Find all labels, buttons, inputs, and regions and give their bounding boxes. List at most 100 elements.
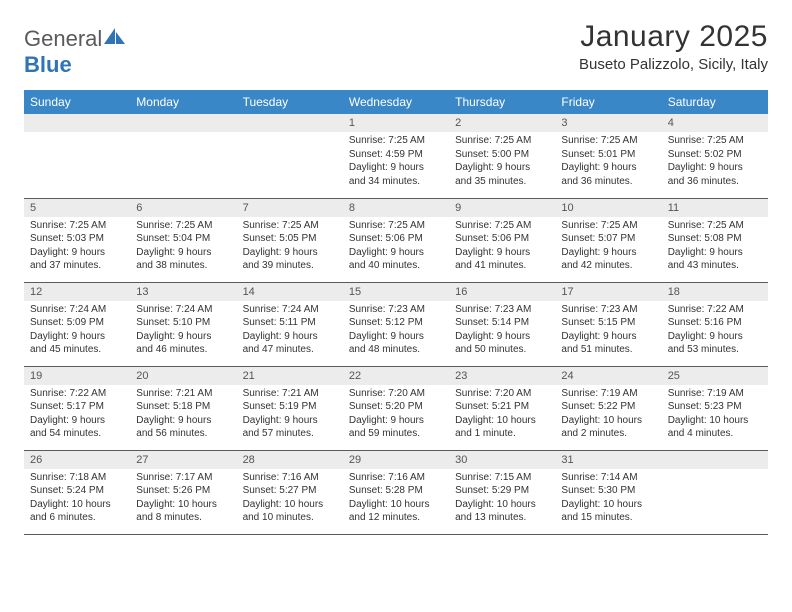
- calendar-day-cell: 2Sunrise: 7:25 AMSunset: 5:00 PMDaylight…: [449, 114, 555, 198]
- location: Buseto Palizzolo, Sicily, Italy: [579, 56, 768, 73]
- day-number: 7: [237, 199, 343, 217]
- day-details: Sunrise: 7:25 AMSunset: 5:03 PMDaylight:…: [24, 217, 130, 277]
- day-number: 25: [662, 367, 768, 385]
- calendar-day-cell: 4Sunrise: 7:25 AMSunset: 5:02 PMDaylight…: [662, 114, 768, 198]
- brand-part2: Blue: [24, 52, 72, 77]
- day-number: 10: [555, 199, 661, 217]
- day-details: Sunrise: 7:25 AMSunset: 5:08 PMDaylight:…: [662, 217, 768, 277]
- weekday-header: Saturday: [662, 90, 768, 114]
- day-details: Sunrise: 7:15 AMSunset: 5:29 PMDaylight:…: [449, 469, 555, 529]
- day-number: 28: [237, 451, 343, 469]
- day-number: 17: [555, 283, 661, 301]
- sunset-line: Sunset: 5:27 PM: [243, 484, 337, 498]
- sunset-line: Sunset: 5:30 PM: [561, 484, 655, 498]
- day-details: Sunrise: 7:24 AMSunset: 5:11 PMDaylight:…: [237, 301, 343, 361]
- sunset-line: Sunset: 5:03 PM: [30, 232, 124, 246]
- daylight-line: Daylight: 10 hours and 6 minutes.: [30, 498, 124, 525]
- day-details: Sunrise: 7:22 AMSunset: 5:16 PMDaylight:…: [662, 301, 768, 361]
- calendar-day-cell: 14Sunrise: 7:24 AMSunset: 5:11 PMDayligh…: [237, 282, 343, 366]
- sunrise-line: Sunrise: 7:25 AM: [349, 134, 443, 148]
- sunset-line: Sunset: 5:02 PM: [668, 148, 762, 162]
- calendar-day-cell: 31Sunrise: 7:14 AMSunset: 5:30 PMDayligh…: [555, 450, 661, 534]
- sunrise-line: Sunrise: 7:19 AM: [561, 387, 655, 401]
- day-number: 6: [130, 199, 236, 217]
- calendar-table: SundayMondayTuesdayWednesdayThursdayFrid…: [24, 90, 768, 535]
- day-details: Sunrise: 7:17 AMSunset: 5:26 PMDaylight:…: [130, 469, 236, 529]
- sunset-line: Sunset: 5:08 PM: [668, 232, 762, 246]
- daylight-line: Daylight: 9 hours and 43 minutes.: [668, 246, 762, 273]
- calendar-week-row: 1Sunrise: 7:25 AMSunset: 4:59 PMDaylight…: [24, 114, 768, 198]
- daylight-line: Daylight: 9 hours and 48 minutes.: [349, 330, 443, 357]
- day-details: Sunrise: 7:18 AMSunset: 5:24 PMDaylight:…: [24, 469, 130, 529]
- weekday-header-row: SundayMondayTuesdayWednesdayThursdayFrid…: [24, 90, 768, 114]
- sunrise-line: Sunrise: 7:21 AM: [243, 387, 337, 401]
- sunrise-line: Sunrise: 7:24 AM: [243, 303, 337, 317]
- calendar-week-row: 12Sunrise: 7:24 AMSunset: 5:09 PMDayligh…: [24, 282, 768, 366]
- sunset-line: Sunset: 5:14 PM: [455, 316, 549, 330]
- daylight-line: Daylight: 9 hours and 35 minutes.: [455, 161, 549, 188]
- sunset-line: Sunset: 5:15 PM: [561, 316, 655, 330]
- calendar-day-cell: 16Sunrise: 7:23 AMSunset: 5:14 PMDayligh…: [449, 282, 555, 366]
- day-details: Sunrise: 7:25 AMSunset: 4:59 PMDaylight:…: [343, 132, 449, 192]
- calendar-day-cell: 6Sunrise: 7:25 AMSunset: 5:04 PMDaylight…: [130, 198, 236, 282]
- day-number-empty: [130, 114, 236, 132]
- daylight-line: Daylight: 9 hours and 59 minutes.: [349, 414, 443, 441]
- calendar-body: 1Sunrise: 7:25 AMSunset: 4:59 PMDaylight…: [24, 114, 768, 534]
- daylight-line: Daylight: 9 hours and 46 minutes.: [136, 330, 230, 357]
- day-details: Sunrise: 7:21 AMSunset: 5:18 PMDaylight:…: [130, 385, 236, 445]
- weekday-header: Wednesday: [343, 90, 449, 114]
- brand-logo: GeneralBlue: [24, 26, 126, 78]
- weekday-header: Thursday: [449, 90, 555, 114]
- daylight-line: Daylight: 9 hours and 51 minutes.: [561, 330, 655, 357]
- calendar-day-cell: [237, 114, 343, 198]
- day-number: 29: [343, 451, 449, 469]
- daylight-line: Daylight: 9 hours and 37 minutes.: [30, 246, 124, 273]
- daylight-line: Daylight: 10 hours and 1 minute.: [455, 414, 549, 441]
- sunrise-line: Sunrise: 7:25 AM: [561, 134, 655, 148]
- sunset-line: Sunset: 5:18 PM: [136, 400, 230, 414]
- daylight-line: Daylight: 9 hours and 47 minutes.: [243, 330, 337, 357]
- sunset-line: Sunset: 5:00 PM: [455, 148, 549, 162]
- calendar-day-cell: 13Sunrise: 7:24 AMSunset: 5:10 PMDayligh…: [130, 282, 236, 366]
- calendar-week-row: 5Sunrise: 7:25 AMSunset: 5:03 PMDaylight…: [24, 198, 768, 282]
- day-number-empty: [237, 114, 343, 132]
- daylight-line: Daylight: 9 hours and 53 minutes.: [668, 330, 762, 357]
- daylight-line: Daylight: 9 hours and 36 minutes.: [561, 161, 655, 188]
- day-number: 3: [555, 114, 661, 132]
- daylight-line: Daylight: 10 hours and 4 minutes.: [668, 414, 762, 441]
- day-number: 24: [555, 367, 661, 385]
- month-title: January 2025: [579, 20, 768, 54]
- sunset-line: Sunset: 5:04 PM: [136, 232, 230, 246]
- sail-icon: [104, 26, 126, 52]
- day-details: Sunrise: 7:22 AMSunset: 5:17 PMDaylight:…: [24, 385, 130, 445]
- day-details: Sunrise: 7:23 AMSunset: 5:15 PMDaylight:…: [555, 301, 661, 361]
- daylight-line: Daylight: 9 hours and 42 minutes.: [561, 246, 655, 273]
- day-number: 16: [449, 283, 555, 301]
- sunset-line: Sunset: 5:09 PM: [30, 316, 124, 330]
- daylight-line: Daylight: 9 hours and 38 minutes.: [136, 246, 230, 273]
- sunset-line: Sunset: 5:21 PM: [455, 400, 549, 414]
- day-number: 4: [662, 114, 768, 132]
- sunrise-line: Sunrise: 7:16 AM: [243, 471, 337, 485]
- daylight-line: Daylight: 9 hours and 40 minutes.: [349, 246, 443, 273]
- calendar-day-cell: 5Sunrise: 7:25 AMSunset: 5:03 PMDaylight…: [24, 198, 130, 282]
- calendar-day-cell: 3Sunrise: 7:25 AMSunset: 5:01 PMDaylight…: [555, 114, 661, 198]
- day-details: Sunrise: 7:25 AMSunset: 5:02 PMDaylight:…: [662, 132, 768, 192]
- daylight-line: Daylight: 10 hours and 15 minutes.: [561, 498, 655, 525]
- sunrise-line: Sunrise: 7:21 AM: [136, 387, 230, 401]
- calendar-day-cell: 30Sunrise: 7:15 AMSunset: 5:29 PMDayligh…: [449, 450, 555, 534]
- sunrise-line: Sunrise: 7:25 AM: [668, 219, 762, 233]
- daylight-line: Daylight: 10 hours and 10 minutes.: [243, 498, 337, 525]
- sunset-line: Sunset: 5:10 PM: [136, 316, 230, 330]
- calendar-day-cell: 19Sunrise: 7:22 AMSunset: 5:17 PMDayligh…: [24, 366, 130, 450]
- calendar-day-cell: 15Sunrise: 7:23 AMSunset: 5:12 PMDayligh…: [343, 282, 449, 366]
- calendar-day-cell: [24, 114, 130, 198]
- day-details: Sunrise: 7:16 AMSunset: 5:27 PMDaylight:…: [237, 469, 343, 529]
- day-details: Sunrise: 7:19 AMSunset: 5:23 PMDaylight:…: [662, 385, 768, 445]
- sunset-line: Sunset: 5:28 PM: [349, 484, 443, 498]
- calendar-day-cell: 28Sunrise: 7:16 AMSunset: 5:27 PMDayligh…: [237, 450, 343, 534]
- sunset-line: Sunset: 5:23 PM: [668, 400, 762, 414]
- calendar-day-cell: 27Sunrise: 7:17 AMSunset: 5:26 PMDayligh…: [130, 450, 236, 534]
- calendar-day-cell: 17Sunrise: 7:23 AMSunset: 5:15 PMDayligh…: [555, 282, 661, 366]
- sunrise-line: Sunrise: 7:20 AM: [349, 387, 443, 401]
